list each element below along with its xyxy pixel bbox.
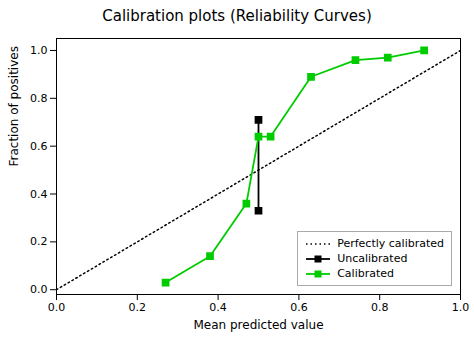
svg-text:0.0: 0.0 <box>30 283 48 296</box>
html-text:Calibrated: Calibrated <box>337 267 394 280</box>
svg-text:0.2: 0.2 <box>129 301 147 314</box>
svg-text:0.0: 0.0 <box>48 301 66 314</box>
svg-text:0.6: 0.6 <box>290 301 308 314</box>
svg-text:1.0: 1.0 <box>30 44 48 57</box>
svg-text:0.2: 0.2 <box>30 235 48 248</box>
svg-text:1.0: 1.0 <box>452 301 470 314</box>
html-text:Uncalibrated: Uncalibrated <box>337 252 408 265</box>
html-text:Perfectly calibrated: Perfectly calibrated <box>337 237 444 250</box>
svg-text:Mean predicted value: Mean predicted value <box>193 318 323 332</box>
svg-text:Fraction of positives: Fraction of positives <box>7 46 21 166</box>
svg-text:0.4: 0.4 <box>209 301 227 314</box>
svg-text:0.8: 0.8 <box>30 92 48 105</box>
svg-text:0.4: 0.4 <box>30 188 48 201</box>
html-text:Calibration plots (Reliability: Calibration plots (Reliability Curves) <box>102 7 372 25</box>
svg-text:0.6: 0.6 <box>30 140 48 153</box>
svg-text:0.8: 0.8 <box>371 301 389 314</box>
